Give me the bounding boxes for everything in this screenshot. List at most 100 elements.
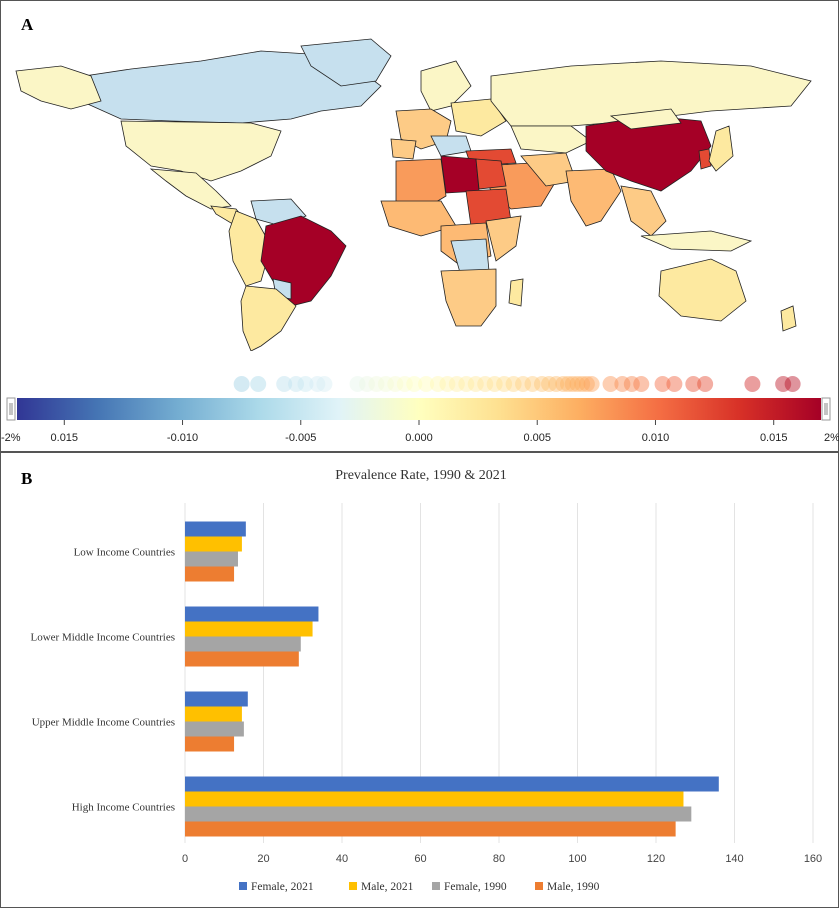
map-region-east-africa: [485, 215, 522, 262]
colorbar-marker: [368, 376, 385, 392]
colorbar-marker: [349, 376, 366, 392]
colorbar-marker: [784, 376, 801, 392]
colorbar-tick-label: 0.015: [760, 432, 788, 444]
colorbar-marker: [583, 376, 600, 392]
colorbar-marker: [666, 376, 683, 392]
colorbar-marker: [541, 376, 558, 392]
colorbar-marker: [685, 376, 702, 392]
bar[interactable]: [185, 806, 692, 822]
colorbar-tick-label: 0.005: [523, 432, 551, 444]
map-region-balkans-italy: [430, 135, 472, 157]
legend-swatch: [535, 882, 543, 890]
colorbar-marker: [458, 376, 475, 392]
map-region-west-africa: [380, 200, 457, 237]
x-tick-label: 40: [336, 853, 348, 865]
bar[interactable]: [185, 691, 248, 707]
colorbar-tick-label: 0.010: [642, 432, 670, 444]
colorbar-marker: [555, 376, 572, 392]
colorbar-marker: [533, 376, 550, 392]
legend-swatch: [432, 882, 440, 890]
colorbar-marker: [524, 376, 541, 392]
bar[interactable]: [185, 821, 676, 837]
colorbar-marker-strip: [233, 376, 801, 392]
bar[interactable]: [185, 521, 246, 537]
map-region-korea: [698, 148, 712, 170]
colorbar-marker: [309, 376, 326, 392]
map-region-japan: [708, 125, 734, 172]
map-region-kazakhstan: [510, 125, 592, 154]
map-region-colombia-peru: [228, 210, 272, 287]
bar[interactable]: [185, 606, 319, 622]
colorbar-marker: [697, 376, 714, 392]
bar[interactable]: [185, 536, 242, 552]
map-region-india: [565, 168, 622, 227]
colorbar-ticks: 0.015 -0.010 -0.005 0.000 0.005 0.010 0.015: [51, 420, 788, 444]
x-tick-label: 100: [568, 853, 586, 865]
colorbar-left-end-label: -2%: [1, 432, 21, 444]
colorbar-marker: [477, 376, 494, 392]
bar[interactable]: [185, 706, 242, 722]
legend-label: Female, 1990: [444, 881, 507, 893]
colorbar-tick-label: -0.010: [167, 432, 198, 444]
colorbar-marker: [233, 376, 250, 392]
colorbar-right-handle[interactable]: [821, 397, 831, 421]
colorbar-marker: [358, 376, 375, 392]
map-region-russia: [490, 60, 812, 127]
x-tick-label: 60: [414, 853, 426, 865]
legend-swatch: [239, 882, 247, 890]
map-region-new-zealand: [780, 305, 797, 332]
panel-a: A: [0, 0, 839, 452]
colorbar-tick-label: 0.015: [51, 432, 79, 444]
colorbar-marker: [377, 376, 394, 392]
map-region-madagascar: [508, 278, 524, 307]
bar[interactable]: [185, 736, 235, 752]
colorbar: 0.015 -0.010 -0.005 0.000 0.005 0.010 0.015 -2…: [1, 376, 839, 444]
colorbar-marker: [276, 376, 293, 392]
colorbar-marker: [633, 376, 650, 392]
colorbar-marker: [250, 376, 267, 392]
colorbar-marker: [288, 376, 305, 392]
colorbar-marker: [429, 376, 446, 392]
colorbar-left-handle[interactable]: [6, 397, 16, 421]
category-label: Upper Middle Income Countries: [32, 717, 175, 729]
bar[interactable]: [185, 721, 244, 737]
map-region-mongolia: [609, 108, 682, 130]
bar[interactable]: [185, 566, 235, 582]
map-region-eastern-europe: [450, 98, 507, 137]
world-choropleth-map[interactable]: [11, 31, 831, 351]
map-region-greenland: [300, 38, 392, 87]
bar[interactable]: [185, 621, 313, 637]
map-region-canada: [49, 50, 382, 124]
bar[interactable]: [185, 636, 301, 652]
map-region-alaska: [15, 65, 102, 110]
panel-a-label: A: [21, 15, 34, 34]
chart-x-ticks: 0 20 40 60 80 100 120 140 160: [182, 853, 822, 865]
category-label: High Income Countries: [72, 802, 175, 814]
colorbar-marker: [559, 376, 576, 392]
bar[interactable]: [185, 651, 299, 667]
map-region-scandinavia: [420, 60, 472, 112]
bar[interactable]: [185, 551, 238, 567]
bar[interactable]: [185, 776, 719, 792]
chart-category-labels: Low Income Countries Lower Middle Income …: [31, 547, 176, 814]
x-tick-label: 0: [182, 853, 188, 865]
colorbar-marker: [496, 376, 513, 392]
colorbar-tick-label: -0.005: [285, 432, 316, 444]
colorbar-marker: [614, 376, 631, 392]
colorbar-marker: [602, 376, 619, 392]
map-region-usa: [120, 120, 282, 182]
colorbar-marker: [564, 376, 581, 392]
x-tick-label: 20: [257, 853, 269, 865]
colorbar-marker: [406, 376, 423, 392]
map-region-egypt: [475, 158, 507, 190]
colorbar-right-end-label: 2%: [824, 432, 839, 444]
legend-label: Female, 2021: [251, 881, 314, 893]
bar[interactable]: [185, 791, 684, 807]
map-region-australia: [658, 258, 747, 322]
legend-label: Male, 1990: [547, 881, 600, 893]
colorbar-marker: [578, 376, 595, 392]
colorbar-marker: [775, 376, 792, 392]
colorbar-marker: [439, 376, 456, 392]
colorbar-marker: [418, 376, 435, 392]
panel-b: B Prevalence Rate, 1990 & 2021 Low Incom…: [0, 452, 839, 908]
